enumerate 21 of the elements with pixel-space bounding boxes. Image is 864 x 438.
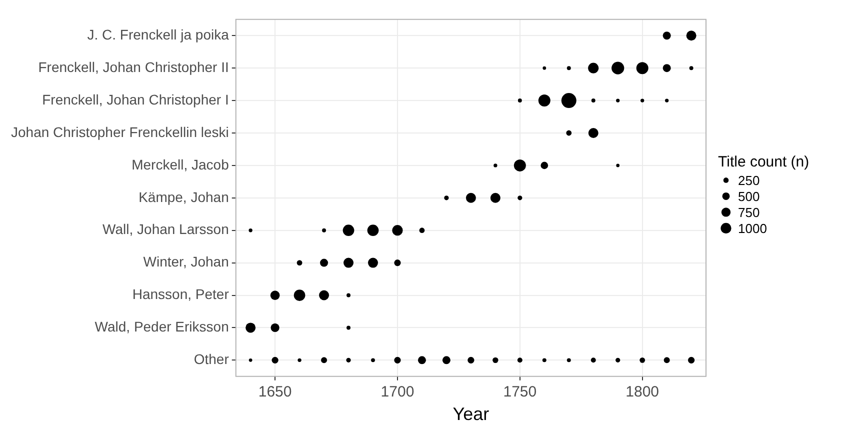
x-axis-title: Year — [452, 404, 490, 424]
y-tick-label: Frenckell, Johan Christopher I — [42, 91, 229, 108]
y-tick-label: J. C. Frenckell ja poika — [87, 26, 230, 42]
y-tick-label: Winter, Johan — [143, 254, 229, 270]
legend-label: 750 — [738, 204, 760, 220]
y-tick-label: Johan Christopher Frenckellin leski — [11, 124, 229, 140]
x-tick-label: 1650 — [258, 384, 292, 401]
x-tick-label: 1700 — [380, 384, 414, 401]
y-tick-label: Wald, Peder Eriksson — [94, 318, 229, 335]
y-tick-label: Other — [194, 351, 230, 368]
y-tick-label: Hansson, Peter — [132, 286, 230, 302]
legend-label: 500 — [738, 188, 760, 204]
legend-title: Title count (n) — [718, 153, 810, 170]
legend-label: 250 — [738, 172, 760, 188]
x-tick-label: 1800 — [626, 384, 660, 401]
y-tick-label: Merckell, Jacob — [132, 156, 230, 172]
y-tick-label: Frenckell, Johan Christopher II — [38, 58, 229, 75]
legend-label: 1000 — [738, 220, 767, 236]
y-tick-label: Wall, Johan Larsson — [102, 221, 229, 238]
x-tick-label: 1750 — [503, 384, 537, 401]
y-tick-label: Kämpe, Johan — [138, 188, 229, 205]
